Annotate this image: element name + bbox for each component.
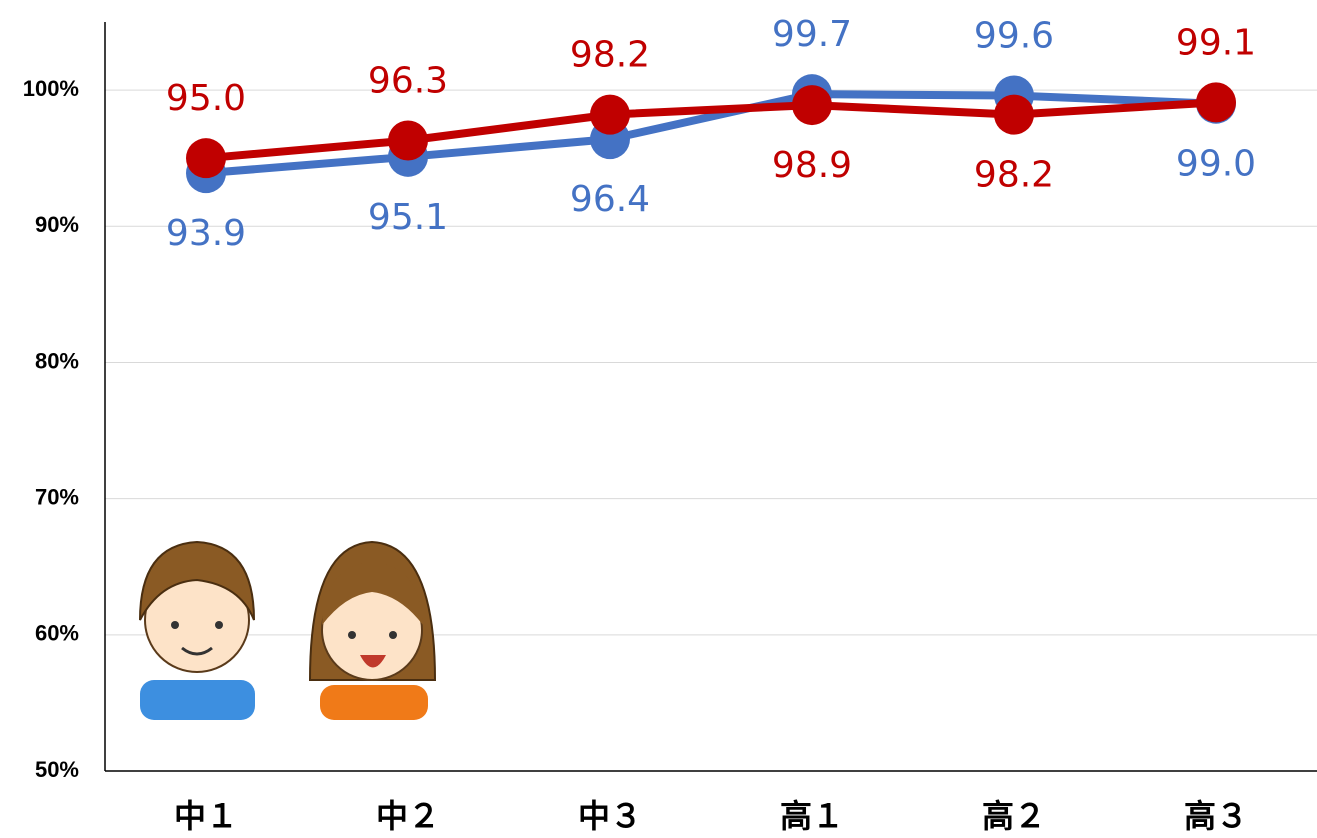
x-tick-label: 高２: [982, 797, 1046, 835]
series-line: [206, 102, 1216, 158]
value-label: 98.2: [974, 155, 1054, 196]
grid: [105, 90, 1317, 635]
value-label: 96.3: [368, 60, 448, 101]
value-label: 99.7: [772, 14, 852, 55]
y-tick-label: 70%: [35, 484, 79, 509]
point: [994, 95, 1034, 135]
value-label: 99.6: [974, 16, 1054, 57]
y-tick-label: 100%: [23, 76, 79, 101]
y-tick-label: 80%: [35, 348, 79, 373]
y-tick-label: 90%: [35, 212, 79, 237]
value-label: 99.0: [1176, 144, 1256, 185]
value-label: 99.1: [1176, 22, 1256, 63]
point: [186, 138, 226, 178]
value-label: 95.0: [166, 78, 246, 119]
kids-illustration: [140, 542, 435, 720]
chart: 50% 60% 70% 80% 90% 100% 中１ 中２ 中３ 高１ 高２ 高３ 93.9 95.1 9…: [0, 0, 1317, 838]
value-label: 98.2: [570, 35, 650, 76]
point: [590, 95, 630, 135]
value-label: 96.4: [570, 179, 650, 220]
y-tick-label: 50%: [35, 757, 79, 782]
x-tick-label: 高３: [1184, 797, 1248, 835]
x-tick-label: 中３: [578, 797, 642, 835]
value-label: 93.9: [166, 213, 246, 254]
point: [388, 120, 428, 160]
x-tick-label: 高１: [780, 797, 844, 835]
value-label: 98.9: [772, 145, 852, 186]
x-tick-label: 中２: [376, 797, 440, 835]
y-tick-label: 60%: [35, 621, 79, 646]
point: [1196, 82, 1236, 122]
x-tick-label: 中１: [174, 797, 238, 835]
point: [792, 85, 832, 125]
value-label: 95.1: [368, 197, 448, 238]
